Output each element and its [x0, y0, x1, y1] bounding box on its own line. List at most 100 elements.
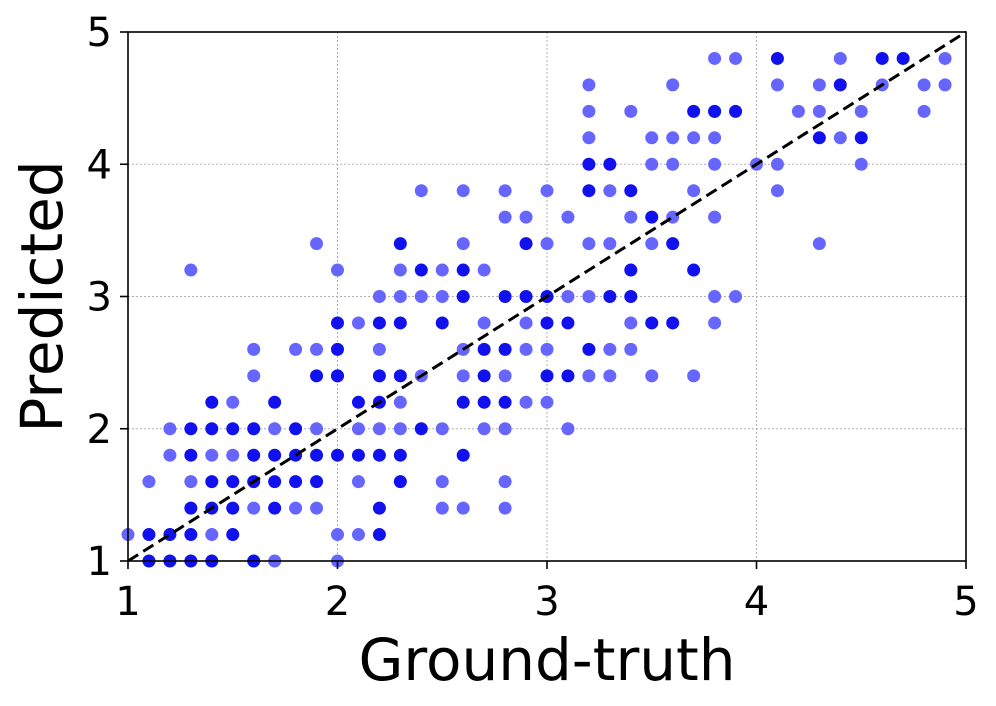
scatter-point — [582, 104, 596, 118]
scatter-point — [205, 475, 219, 489]
x-tick-label: 5 — [953, 579, 978, 625]
scatter-point — [268, 475, 282, 489]
scatter-point — [666, 131, 680, 145]
scatter-point — [414, 184, 428, 198]
scatter-point — [205, 528, 219, 542]
scatter-point — [582, 78, 596, 92]
scatter-point — [351, 395, 365, 409]
scatter-point — [582, 290, 596, 303]
scatter-point — [372, 448, 386, 462]
scatter-point — [833, 131, 847, 145]
scatter-point — [498, 369, 512, 383]
scatter-point — [268, 501, 282, 515]
scatter-point — [435, 290, 449, 303]
scatter-point — [812, 131, 826, 145]
identity-reference-line — [127, 30, 967, 563]
scatter-point — [540, 369, 554, 383]
scatter-point — [268, 448, 282, 462]
scatter-point — [142, 475, 156, 489]
scatter-point — [184, 475, 198, 489]
scatter-point — [603, 369, 617, 383]
scatter-point — [289, 475, 303, 489]
scatter-point — [351, 528, 365, 542]
scatter-point — [708, 104, 722, 118]
scatter-point — [247, 369, 261, 383]
scatter-point — [854, 104, 868, 118]
scatter-point — [310, 501, 324, 515]
scatter-point — [184, 422, 198, 436]
scatter-point — [519, 342, 533, 356]
scatter-point — [205, 422, 219, 436]
scatter-point — [603, 237, 617, 251]
x-tick-label: 4 — [744, 579, 769, 625]
scatter-point — [896, 51, 910, 65]
scatter-point — [519, 395, 533, 409]
scatter-point — [226, 501, 240, 515]
scatter-point — [226, 448, 240, 462]
scatter-point — [289, 422, 303, 436]
scatter-point — [289, 342, 303, 356]
scatter-point — [498, 342, 512, 356]
data-points — [121, 51, 952, 568]
scatter-point — [708, 290, 722, 303]
scatter-point — [435, 422, 449, 436]
y-tick-label: 1 — [87, 539, 112, 585]
scatter-point — [393, 263, 407, 277]
scatter-point — [456, 290, 470, 303]
scatter-point — [687, 131, 701, 145]
scatter-point — [540, 184, 554, 198]
scatter-point — [603, 157, 617, 171]
scatter-point — [708, 210, 722, 224]
scatter-point — [163, 422, 177, 436]
scatter-point — [561, 290, 575, 303]
scatter-point — [854, 131, 868, 145]
scatter-point — [498, 210, 512, 224]
scatter-point — [645, 316, 659, 330]
scatter-point — [477, 422, 491, 436]
scatter-point — [770, 184, 784, 198]
scatter-point — [708, 131, 722, 145]
scatter-point — [582, 369, 596, 383]
scatter-point — [372, 422, 386, 436]
scatter-point — [372, 316, 386, 330]
scatter-point — [226, 395, 240, 409]
y-axis-label: Predicted — [8, 160, 76, 432]
scatter-point — [351, 422, 365, 436]
scatter-point — [310, 448, 324, 462]
scatter-point — [142, 528, 156, 542]
scatter-point — [331, 369, 344, 383]
scatter-point — [833, 51, 847, 65]
scatter-point — [540, 316, 554, 330]
scatter-point — [331, 316, 344, 330]
scatter-point — [666, 316, 680, 330]
scatter-point — [624, 210, 638, 224]
scatter-point — [226, 475, 240, 489]
scatter-point — [561, 422, 575, 436]
scatter-point — [603, 290, 617, 303]
scatter-point — [624, 263, 638, 277]
axis-ticks: 1 2 3 4 5 1 2 3 4 5 — [87, 10, 979, 625]
scatter-point — [582, 131, 596, 145]
scatter-point — [163, 448, 177, 462]
scatter-point — [247, 422, 261, 436]
scatter-point — [561, 210, 575, 224]
scatter-point — [372, 290, 386, 303]
scatter-point — [331, 528, 344, 542]
scatter-point — [184, 448, 198, 462]
scatter-point — [540, 237, 554, 251]
scatter-point — [184, 501, 198, 515]
scatter-point — [310, 369, 324, 383]
scatter-point — [456, 237, 470, 251]
scatter-point — [393, 369, 407, 383]
scatter-point — [310, 475, 324, 489]
scatter-point — [833, 78, 847, 92]
scatter-point — [582, 184, 596, 198]
scatter-point — [184, 528, 198, 542]
scatter-point — [247, 448, 261, 462]
scatter-point — [331, 342, 344, 356]
scatter-point — [582, 157, 596, 171]
scatter-point — [226, 422, 240, 436]
scatter-point — [519, 316, 533, 330]
scatter-point — [498, 184, 512, 198]
